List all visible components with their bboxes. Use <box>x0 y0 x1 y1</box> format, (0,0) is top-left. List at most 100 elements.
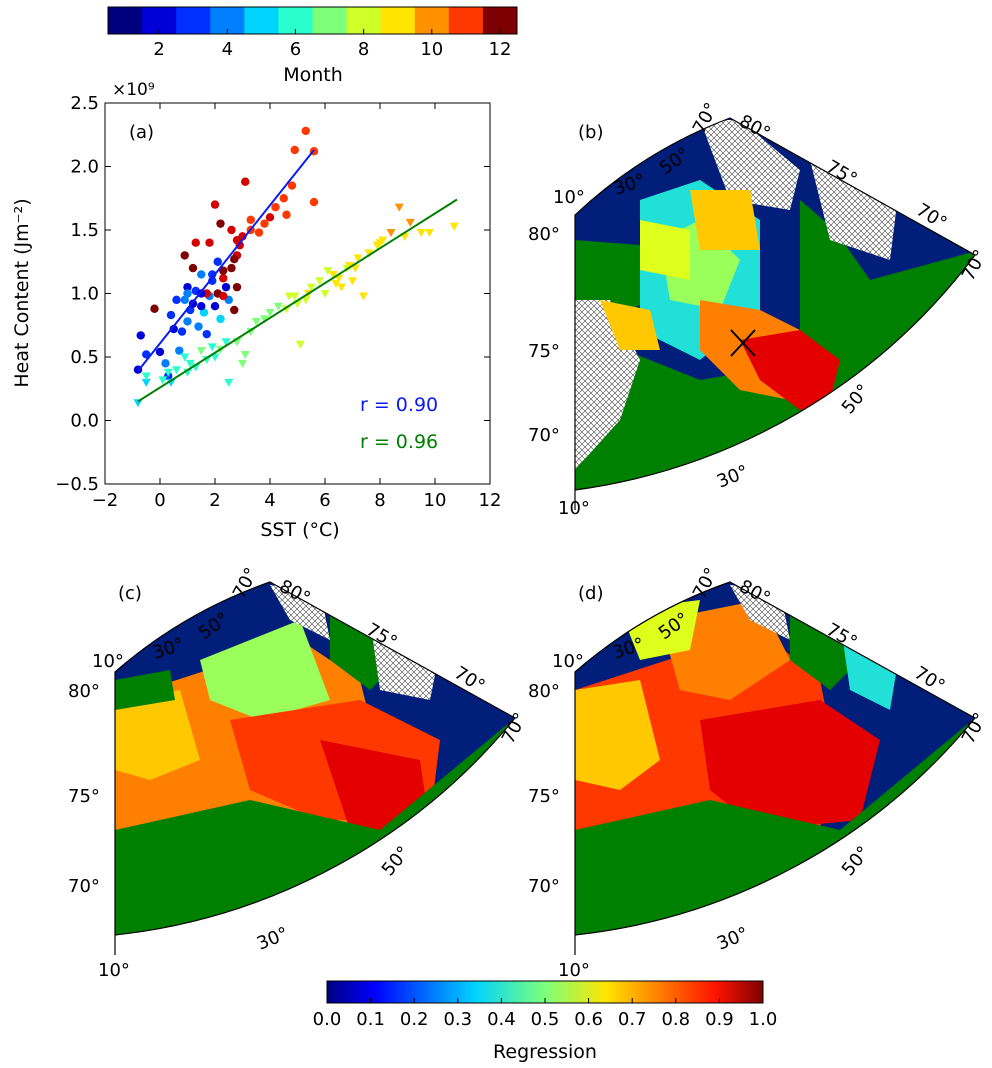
svg-text:10°: 10° <box>92 651 124 672</box>
data-point <box>238 359 247 368</box>
data-point <box>216 219 225 228</box>
data-point <box>180 353 190 362</box>
data-point <box>150 304 159 313</box>
svg-text:50°: 50° <box>838 842 875 880</box>
x-tick-label: 4 <box>264 490 275 511</box>
data-point <box>230 305 239 315</box>
svg-text:30°: 30° <box>254 923 291 954</box>
data-points <box>133 126 459 408</box>
panel-label-c: (c) <box>118 583 142 604</box>
data-point <box>246 215 255 225</box>
month-tick-label: 8 <box>358 39 369 60</box>
data-point <box>196 347 206 356</box>
y-tick-label: −0.5 <box>55 474 99 495</box>
data-point <box>230 255 239 264</box>
data-point <box>183 282 192 292</box>
data-point <box>180 295 189 305</box>
x-tick-label: −2 <box>92 490 119 511</box>
data-point <box>279 194 288 203</box>
data-point <box>199 308 209 317</box>
panel-label-a: (a) <box>129 122 154 143</box>
data-point <box>221 282 231 292</box>
month-colorbar-cells <box>108 7 518 34</box>
data-point <box>337 283 346 292</box>
y-axis-label: Heat Content (Jm⁻²) <box>11 198 33 387</box>
data-point <box>295 340 305 349</box>
svg-text:10°: 10° <box>553 187 585 208</box>
data-point <box>260 219 269 228</box>
svg-text:30°: 30° <box>714 461 751 492</box>
data-point <box>136 331 145 340</box>
data-point <box>306 283 316 292</box>
data-point <box>205 238 214 247</box>
data-point <box>345 262 355 271</box>
data-point <box>219 266 228 275</box>
month-tick-label: 2 <box>153 39 164 60</box>
svg-text:10°: 10° <box>98 960 130 981</box>
regression-colorbar-label: Regression <box>493 1041 597 1063</box>
data-point <box>328 270 338 279</box>
x-tick-label: 6 <box>319 490 330 511</box>
fit-label-b: r = 0.96 <box>360 431 438 453</box>
data-point <box>449 222 459 231</box>
regression-tick-label: 0.8 <box>661 1009 690 1030</box>
x-tick-label: 8 <box>374 490 385 511</box>
data-point <box>219 291 228 301</box>
svg-text:30°: 30° <box>714 923 751 954</box>
y-multiplier: ×10⁹ <box>112 80 155 100</box>
svg-text:10°: 10° <box>558 960 590 981</box>
data-point <box>425 229 434 238</box>
data-point <box>161 359 170 368</box>
data-point <box>227 263 236 273</box>
data-point <box>219 274 228 283</box>
month-tick-label: 10 <box>420 39 443 60</box>
regression-tick-label: 0.1 <box>356 1009 385 1030</box>
data-point <box>320 290 330 298</box>
data-point <box>197 270 206 279</box>
data-point <box>265 309 275 318</box>
svg-text:75°: 75° <box>68 786 100 807</box>
data-point <box>183 317 192 326</box>
x-tick-label: 0 <box>154 490 165 511</box>
panel-label-d: (d) <box>578 583 603 604</box>
data-point <box>213 257 222 266</box>
data-point <box>364 249 374 258</box>
data-point <box>180 251 189 260</box>
data-point <box>287 181 297 190</box>
data-point <box>386 229 396 238</box>
data-point <box>301 126 310 136</box>
data-point <box>260 315 269 324</box>
data-point <box>172 366 181 375</box>
svg-text:80°: 80° <box>528 224 560 245</box>
x-axis-label: SST (°C) <box>260 519 339 541</box>
data-point <box>265 213 275 222</box>
regression-colorbar-ticks: 0.0 0.1 0.2 0.3 0.4 0.5 0.6 0.7 0.8 0.9 1.0 <box>313 998 778 1030</box>
regression-colorbar: 0.0 0.1 0.2 0.3 0.4 0.5 0.6 0.7 0.8 0.9 1.0 Regres… <box>313 980 778 1063</box>
month-cell <box>244 7 279 34</box>
x-tick-label: 2 <box>209 490 220 511</box>
data-point <box>221 338 231 347</box>
data-point <box>394 203 404 212</box>
svg-text:70°: 70° <box>528 876 560 897</box>
data-point <box>323 267 333 276</box>
map-panel-d: (d) 10° 30° 50° 70° 80° 80° 75° 70° 75° … <box>528 564 991 981</box>
data-point <box>175 346 184 355</box>
data-point <box>188 263 198 273</box>
y-tick-label: 2.5 <box>70 93 99 114</box>
scatter-panel-a: −2 0 2 4 6 8 10 12 −0.5 0.0 0.5 1.0 1.5 2.0 2.5 (a) ×1… <box>11 80 501 541</box>
y-tick-label: 1.5 <box>70 220 99 241</box>
data-point <box>183 289 192 298</box>
data-point <box>210 302 220 311</box>
regression-tick-label: 1.0 <box>749 1009 778 1030</box>
data-point <box>251 317 261 326</box>
y-tick-label: 0.5 <box>70 347 99 368</box>
data-point <box>194 322 203 331</box>
data-point <box>241 177 250 186</box>
data-point <box>191 238 200 247</box>
data-point <box>309 197 319 207</box>
data-point <box>232 235 242 245</box>
data-point <box>197 302 206 311</box>
data-point <box>163 368 173 377</box>
regression-tick-label: 0.2 <box>400 1009 429 1030</box>
